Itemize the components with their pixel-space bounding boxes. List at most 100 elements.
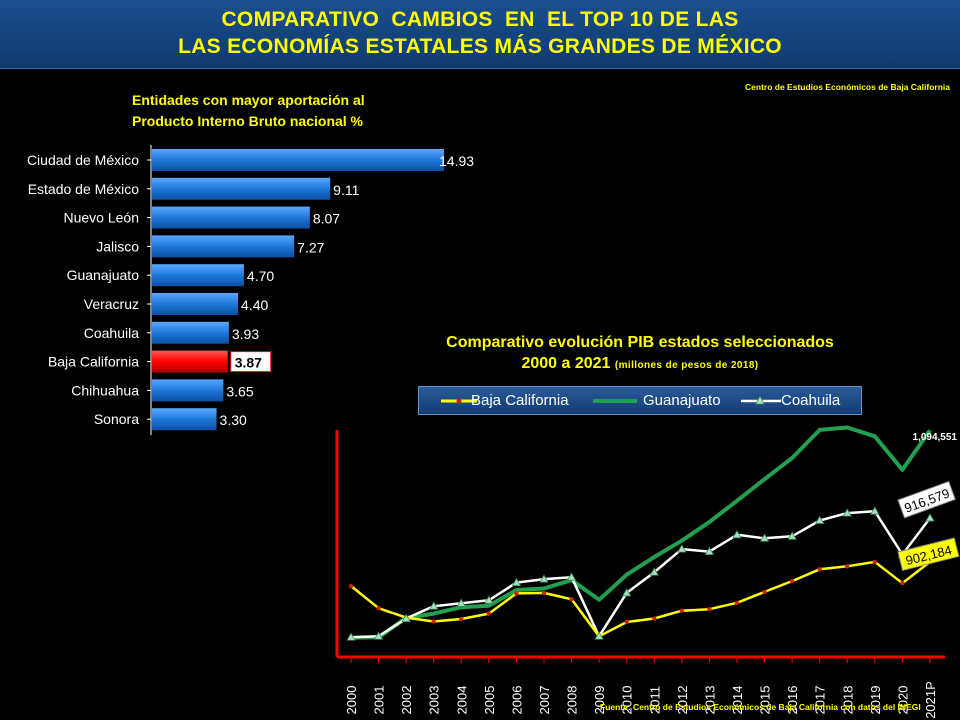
point-coahuila [511, 577, 522, 586]
bar-jalisco [152, 235, 295, 258]
bar-category-label: Coahuila [84, 325, 139, 341]
bar-category-label: Guanajuato [67, 267, 140, 283]
bar-category-label: Nuevo León [63, 210, 139, 226]
bar-value-box-highlight [230, 351, 272, 373]
x-tick-label: 2010 [620, 686, 635, 715]
legend-label-baja-california: Baja California [471, 392, 569, 409]
bar-value-label: 3.93 [232, 326, 259, 342]
bar-value-label: 3.65 [226, 383, 253, 399]
point-coahuila [401, 613, 411, 622]
bar-guanajuato [152, 264, 244, 287]
point-coahuila [373, 631, 384, 640]
legend-swatch-baja-california [441, 398, 477, 404]
end-label-baja-california-box [897, 537, 960, 572]
bar-value-label: 7.27 [297, 239, 324, 255]
x-tick-label: 2011 [647, 686, 662, 714]
point-baja-california [845, 564, 850, 569]
point-baja-california [900, 580, 905, 586]
point-coahuila [870, 506, 880, 515]
point-baja-california [459, 616, 464, 622]
point-baja-california [376, 605, 381, 611]
point-baja-california [431, 619, 436, 624]
point-coahuila [622, 588, 632, 597]
series-line-coahuila [350, 509, 931, 639]
x-tick-label: 2021P [923, 681, 938, 719]
end-label-baja-california: 902,184 [897, 537, 960, 572]
point-baja-california [514, 591, 519, 596]
bar-subtitle-line-1: Entidades con mayor aportación al [132, 92, 365, 108]
point-baja-california [569, 597, 574, 602]
bar-ciudad-de-mexico [152, 149, 444, 171]
point-baja-california [652, 616, 657, 621]
bar-category-label: Estado de México [28, 181, 139, 197]
legend-label-coahuila: Coahuila [781, 392, 841, 409]
point-coahuila [704, 546, 715, 555]
end-label-guanajuato: 1,094,551 [913, 432, 958, 443]
header-banner: COMPARATIVO CAMBIOS EN EL TOP 10 DE LAS … [0, 0, 960, 69]
point-coahuila [484, 595, 494, 604]
page-title-line-2: LAS ECONOMÍAS ESTATALES MÁS GRANDES DE M… [178, 35, 782, 58]
x-tick-label: 2013 [702, 686, 717, 715]
point-baja-california [486, 611, 492, 616]
point-coahuila [539, 574, 549, 583]
point-coahuila [815, 515, 825, 524]
page-title-line-1: COMPARATIVO CAMBIOS EN EL TOP 10 DE LAS [221, 8, 739, 31]
point-coahuila [677, 544, 687, 553]
point-baja-california [679, 608, 685, 613]
point-coahuila [649, 567, 659, 576]
bar-category-label: Baja California [48, 354, 139, 370]
x-tick-label: 2016 [785, 686, 800, 715]
point-coahuila [566, 572, 577, 581]
point-coahuila [842, 508, 852, 517]
x-tick-label: 2019 [868, 686, 883, 715]
x-tick-label: 2002 [399, 686, 414, 715]
bar-veracruz [152, 293, 239, 315]
line-title-years: 2000 a 2021 [521, 355, 611, 372]
credit-top: Centro de Estudios Económicos de Baja Ca… [745, 82, 950, 92]
series-line-guanajuato [350, 425, 932, 640]
x-tick-label: 2020 [895, 686, 910, 715]
point-coahuila [429, 601, 439, 610]
point-baja-california [817, 567, 822, 572]
point-coahuila [594, 631, 604, 640]
bar-value-label: 14.93 [439, 153, 474, 169]
line-title-units: (millones de pesos de 2018) [614, 360, 759, 371]
point-baja-california [762, 589, 767, 595]
bar-category-label: Chihuahua [71, 382, 139, 398]
point-baja-california [734, 600, 740, 605]
bar-category-label: Veracruz [84, 296, 139, 312]
x-tick-label: 2003 [427, 686, 442, 715]
x-tick-label: 2017 [813, 686, 828, 715]
x-tick-label: 2000 [344, 686, 359, 715]
x-tick-label: 2014 [730, 686, 745, 715]
end-label-coahuila-box [897, 480, 956, 519]
point-baja-california [789, 578, 795, 584]
bar-estado-de-mexico [152, 177, 331, 200]
end-label-coahuila: 916,579 [897, 480, 956, 519]
series-line-baja-california [350, 560, 931, 638]
bar-sonora [152, 408, 217, 431]
point-baja-california [541, 590, 547, 596]
bar-category-label: Ciudad de México [27, 152, 139, 168]
point-baja-california [872, 559, 878, 565]
bar-nuevo-leon [152, 206, 310, 229]
legend-swatch-coahuila [741, 395, 781, 405]
bar-category-label: Jalisco [96, 238, 139, 254]
bar-value-label: 4.70 [247, 268, 274, 284]
x-tick-label: 2001 [372, 686, 387, 715]
line-chart-legend: Baja California Guanajuato Coahuila [418, 386, 862, 415]
x-tick-label: 2006 [509, 686, 524, 715]
bar-value-label: 4.40 [241, 297, 268, 313]
legend-swatch-guanajuato [593, 399, 637, 403]
bar-category-label: Sonora [94, 411, 139, 427]
x-tick-label: 2018 [840, 686, 855, 715]
x-tick-label: 2008 [565, 686, 580, 715]
point-baja-california [624, 619, 629, 625]
x-tick-label: 2009 [592, 686, 607, 715]
point-coahuila [787, 531, 797, 540]
point-coahuila [456, 598, 466, 607]
bar-value-label: 9.11 [333, 182, 359, 198]
bar-value-label: 3.30 [220, 412, 247, 428]
